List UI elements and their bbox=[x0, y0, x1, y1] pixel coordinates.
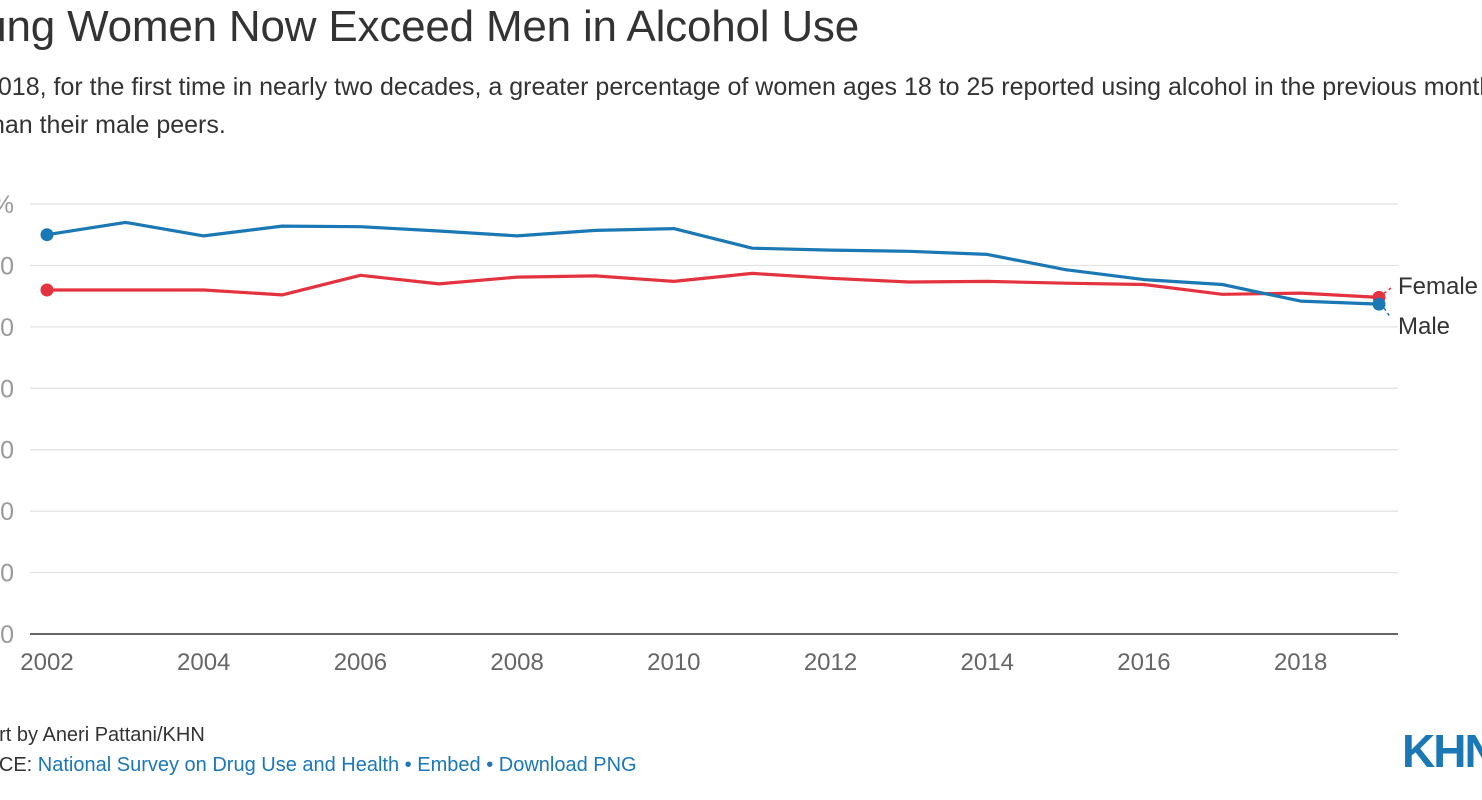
x-tick-label: 2004 bbox=[177, 649, 230, 676]
separator: • bbox=[404, 754, 412, 776]
x-tick-label: 2018 bbox=[1274, 649, 1327, 676]
y-tick-label: 0 bbox=[0, 560, 14, 588]
gridlines bbox=[30, 203, 1398, 635]
series-labels: Male Female bbox=[1383, 273, 1478, 340]
x-tick-label: 2012 bbox=[804, 649, 857, 676]
start-point-male bbox=[40, 228, 54, 242]
leader-line-female bbox=[1383, 287, 1392, 294]
x-tick-label: 2006 bbox=[334, 649, 387, 676]
end-point-male bbox=[1372, 297, 1386, 311]
source-link[interactable]: National Survey on Drug Use and Health bbox=[37, 754, 400, 776]
source-prefix: URCE: bbox=[0, 754, 33, 776]
download-png-link[interactable]: Download PNG bbox=[498, 754, 637, 776]
x-tick-label: 2002 bbox=[20, 649, 73, 676]
start-point-female bbox=[40, 283, 54, 297]
x-tick-label: 2010 bbox=[647, 649, 700, 676]
series-label-female: Female bbox=[1398, 273, 1478, 300]
separator: • bbox=[486, 754, 494, 776]
y-tick-label: 0 bbox=[0, 437, 14, 465]
embed-link[interactable]: Embed bbox=[417, 754, 481, 776]
chart-credit: art by Aneri Pattani/KHN bbox=[0, 724, 205, 746]
series-label-male: Male bbox=[1398, 313, 1450, 340]
y-tick-label: 0 bbox=[0, 498, 14, 526]
series-line-male bbox=[45, 220, 1381, 306]
source-line: URCE: National Survey on Drug Use and He… bbox=[0, 754, 637, 777]
y-axis-ticks: 0 0 0 0 0 0 0% bbox=[0, 191, 14, 649]
leader-line-male bbox=[1383, 307, 1392, 319]
chart-title: oung Women Now Exceed Men in Alcohol Use bbox=[0, 2, 860, 51]
x-tick-label: 2016 bbox=[1117, 649, 1170, 676]
series-lines bbox=[40, 220, 1386, 311]
x-tick-label: 2008 bbox=[490, 649, 543, 676]
y-tick-label: % bbox=[0, 191, 14, 219]
y-tick-label: 0 bbox=[0, 314, 14, 342]
series-line-female bbox=[45, 271, 1381, 299]
y-tick-label: 0 bbox=[0, 252, 14, 280]
khn-logo[interactable]: KHN bbox=[1402, 725, 1482, 777]
x-tick-label: 2014 bbox=[961, 649, 1014, 676]
x-axis-ticks: 2002 2004 2006 2008 2010 2012 2014 2016 2018 bbox=[20, 649, 1327, 676]
y-tick-label: 0 bbox=[0, 621, 14, 649]
chart-subtitle: 2018, for the first time in nearly two d… bbox=[0, 73, 1482, 139]
y-tick-label: 0 bbox=[0, 375, 14, 403]
